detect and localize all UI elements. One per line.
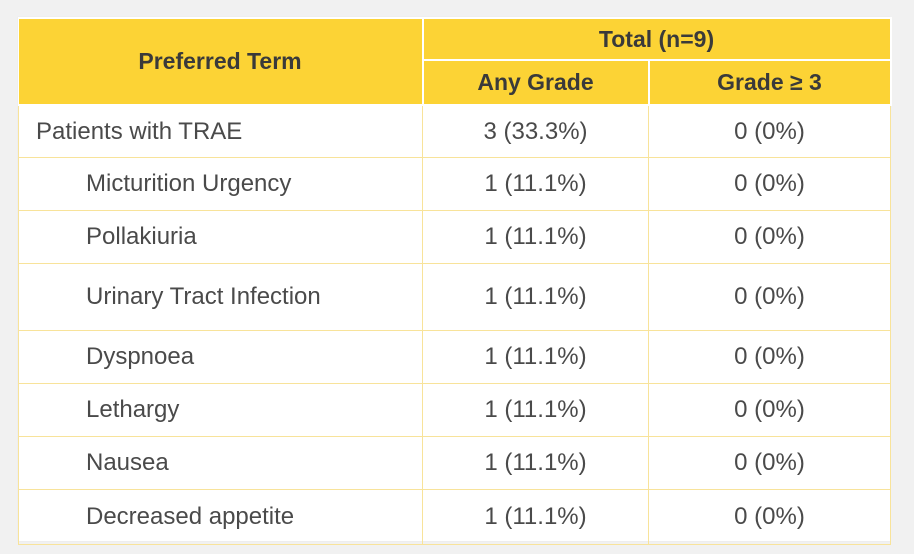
table-row: Pollakiuria 1 (11.1%) 0 (0%) [18, 210, 891, 264]
row-grade-3: 0 (0%) [648, 210, 891, 264]
row-grade-3: 0 (0%) [648, 489, 891, 545]
row-grade-3: 0 (0%) [648, 436, 891, 490]
row-term: Pollakiuria [18, 210, 423, 264]
table-row: Nausea 1 (11.1%) 0 (0%) [18, 436, 891, 490]
row-term: Decreased appetite [18, 489, 423, 545]
row-term: Urinary Tract Infection [18, 263, 423, 331]
table-row: Urinary Tract Infection 1 (11.1%) 0 (0%) [18, 263, 891, 331]
row-any-grade: 1 (11.1%) [422, 383, 649, 437]
header-total: Total (n=9) [421, 17, 892, 61]
row-grade-3: 0 (0%) [648, 157, 891, 211]
row-any-grade: 1 (11.1%) [422, 157, 649, 211]
row-grade-3: 0 (0%) [648, 105, 891, 158]
row-any-grade: 1 (11.1%) [422, 489, 649, 545]
row-any-grade: 1 (11.1%) [422, 263, 649, 331]
row-term: Dyspnoea [18, 330, 423, 384]
row-term: Lethargy [18, 383, 423, 437]
table-row: Micturition Urgency 1 (11.1%) 0 (0%) [18, 157, 891, 211]
row-grade-3: 0 (0%) [648, 330, 891, 384]
header-preferred-term: Preferred Term [18, 17, 424, 106]
row-any-grade: 1 (11.1%) [422, 436, 649, 490]
row-term: Micturition Urgency [18, 157, 423, 211]
header-any-grade: Any Grade [421, 59, 650, 106]
trae-table-panel: Preferred Term Total (n=9) Any Grade Gra… [18, 17, 892, 545]
table-row: Decreased appetite 1 (11.1%) 0 (0%) [18, 489, 891, 545]
row-any-grade: 1 (11.1%) [422, 330, 649, 384]
table-body: Patients with TRAE 3 (33.3%) 0 (0%) Mict… [18, 105, 891, 545]
row-grade-3: 0 (0%) [648, 263, 891, 331]
table-row: Lethargy 1 (11.1%) 0 (0%) [18, 383, 891, 437]
table-row: Patients with TRAE 3 (33.3%) 0 (0%) [18, 105, 891, 158]
row-grade-3: 0 (0%) [648, 383, 891, 437]
row-any-grade: 3 (33.3%) [422, 105, 649, 158]
row-any-grade: 1 (11.1%) [422, 210, 649, 264]
table-header: Preferred Term Total (n=9) Any Grade Gra… [18, 17, 892, 106]
table-row: Dyspnoea 1 (11.1%) 0 (0%) [18, 330, 891, 384]
adverse-events-table: Preferred Term Total (n=9) Any Grade Gra… [18, 17, 892, 545]
header-grade-3: Grade ≥ 3 [647, 59, 892, 106]
row-term: Patients with TRAE [18, 105, 423, 158]
row-term: Nausea [18, 436, 423, 490]
